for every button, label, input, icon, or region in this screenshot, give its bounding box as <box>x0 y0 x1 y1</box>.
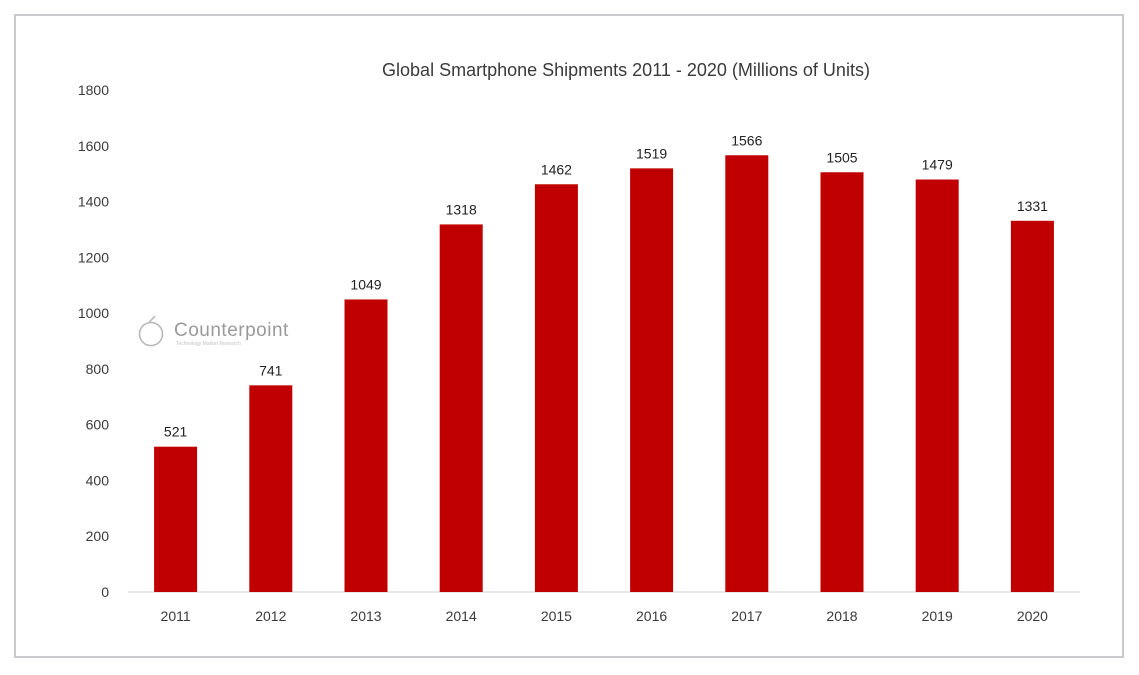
chart-frame: Global Smartphone Shipments 2011 - 2020 … <box>14 14 1124 658</box>
bar-2018 <box>820 172 864 592</box>
x-tick-label-2014: 2014 <box>446 608 477 624</box>
y-tick-label: 1200 <box>78 249 109 265</box>
bar-2020 <box>1010 220 1054 592</box>
y-tick-label: 800 <box>86 361 110 377</box>
watermark-brand: Counterpoint <box>174 320 289 341</box>
y-tick-label: 1000 <box>78 305 109 321</box>
data-label-2019: 1479 <box>922 157 953 173</box>
data-label-2011: 521 <box>164 424 188 440</box>
counterpoint-watermark: Counterpoint Technology Market Research <box>138 315 289 347</box>
data-label-2016: 1519 <box>636 145 667 161</box>
y-tick-label: 1600 <box>78 138 109 154</box>
watermark-tagline: Technology Market Research <box>176 341 241 347</box>
x-tick-label-2011: 2011 <box>161 608 191 624</box>
data-label-2014: 1318 <box>446 201 477 217</box>
bar-2014 <box>439 224 483 592</box>
data-label-2020: 1331 <box>1017 198 1048 214</box>
x-tick-label-2018: 2018 <box>826 608 857 624</box>
x-tick-label-2012: 2012 <box>255 608 286 624</box>
y-tick-label: 400 <box>86 472 110 488</box>
x-tick-label-2013: 2013 <box>350 608 381 624</box>
counterpoint-logo-icon <box>138 315 164 347</box>
data-label-2018: 1505 <box>826 149 857 165</box>
y-axis: 0 200 400 600 800 1000 1200 1400 1600 1800 <box>78 82 109 600</box>
bar-2012 <box>249 385 293 592</box>
y-tick-label: 200 <box>86 528 110 544</box>
y-tick-label: 0 <box>101 584 109 600</box>
chart-title: Global Smartphone Shipments 2011 - 2020 … <box>382 60 870 80</box>
data-label-2017: 1566 <box>731 132 762 148</box>
y-tick-label: 600 <box>86 417 110 433</box>
x-tick-label-2020: 2020 <box>1017 608 1048 624</box>
x-tick-label-2015: 2015 <box>541 608 572 624</box>
x-tick-label-2016: 2016 <box>636 608 667 624</box>
data-label-2012: 741 <box>259 362 283 378</box>
bar-2016 <box>630 168 674 592</box>
bars <box>154 155 1054 593</box>
data-label-2015: 1462 <box>541 161 572 177</box>
bar-2017 <box>725 155 769 592</box>
x-tick-label-2017: 2017 <box>731 608 762 624</box>
y-tick-label: 1400 <box>78 194 109 210</box>
data-labels: 521 741 1049 1318 1462 1519 1566 1505 1479 1331 <box>164 132 1048 439</box>
bar-2013 <box>344 299 388 592</box>
y-tick-label: 1800 <box>78 82 109 98</box>
bar-2019 <box>915 179 959 593</box>
data-label-2013: 1049 <box>350 276 381 292</box>
bar-2011 <box>154 446 198 592</box>
bar-2015 <box>534 184 578 592</box>
bar-chart: Global Smartphone Shipments 2011 - 2020 … <box>78 60 1080 624</box>
x-tick-label-2019: 2019 <box>922 608 953 624</box>
x-axis: 2011 2012 2013 2014 2015 2016 2017 2018 2019 2020 <box>128 591 1080 624</box>
